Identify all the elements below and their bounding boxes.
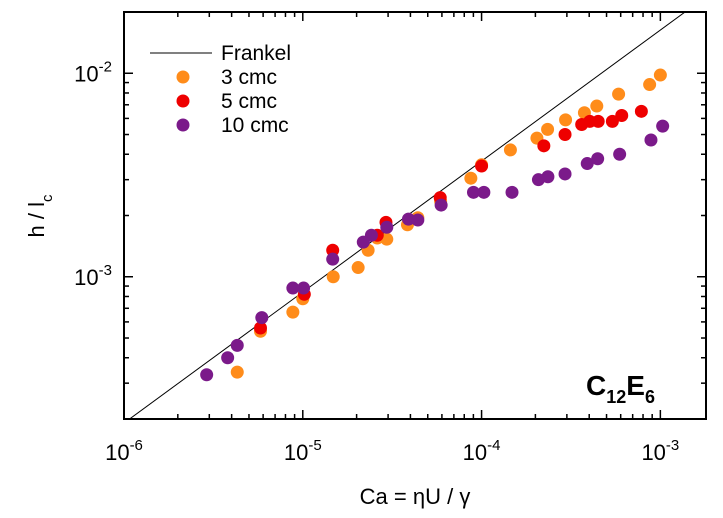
point-10-cmc xyxy=(326,252,340,266)
y-tick-label: 10-2 xyxy=(74,58,112,86)
legend-swatch-point xyxy=(176,70,190,84)
legend-swatch-point xyxy=(176,94,190,108)
point-3-cmc xyxy=(230,365,244,379)
y-axis-title: h / lc xyxy=(24,194,56,237)
point-5-cmc xyxy=(558,128,572,142)
point-10-cmc xyxy=(591,152,605,166)
x-tick-label: 10-4 xyxy=(463,437,501,465)
point-5-cmc xyxy=(475,159,489,173)
x-tick-label: 10-5 xyxy=(284,437,322,465)
y-axis-title-main: h / l xyxy=(24,202,49,237)
legend-label: 10 cmc xyxy=(221,114,289,137)
surfactant-annotation: C12E6 xyxy=(586,370,655,407)
points-layer xyxy=(200,68,670,382)
x-tick-label: 10-3 xyxy=(641,437,679,465)
point-3-cmc xyxy=(590,99,604,113)
point-5-cmc xyxy=(591,114,605,128)
point-10-cmc xyxy=(613,147,627,161)
point-3-cmc xyxy=(541,122,555,136)
point-10-cmc xyxy=(505,185,519,199)
point-10-cmc xyxy=(644,133,658,147)
point-10-cmc xyxy=(541,170,555,184)
point-3-cmc xyxy=(653,68,667,82)
point-3-cmc xyxy=(643,78,657,92)
point-10-cmc xyxy=(477,185,491,199)
point-5-cmc xyxy=(326,243,340,257)
point-10-cmc xyxy=(401,212,415,226)
point-3-cmc xyxy=(503,143,517,157)
point-10-cmc xyxy=(466,185,480,199)
point-3-cmc xyxy=(559,113,573,127)
x-axis-title: Ca = ηU / γ xyxy=(360,484,471,509)
point-10-cmc xyxy=(380,220,394,234)
point-10-cmc xyxy=(200,368,214,382)
point-10-cmc xyxy=(230,338,244,352)
y-tick-label: 10-3 xyxy=(74,262,112,290)
point-10-cmc xyxy=(656,119,670,133)
legend-label: 5 cmc xyxy=(221,90,277,113)
legend-label: Frankel xyxy=(221,42,291,65)
point-3-cmc xyxy=(326,270,340,284)
point-5-cmc xyxy=(634,104,648,118)
annotation-sub-6: 6 xyxy=(645,387,655,407)
point-5-cmc xyxy=(615,109,629,123)
point-10-cmc xyxy=(364,228,378,242)
frankel-line-layer xyxy=(128,12,686,419)
point-10-cmc xyxy=(580,157,594,171)
legend-label: 3 cmc xyxy=(221,66,277,89)
point-5-cmc xyxy=(537,139,551,153)
point-10-cmc xyxy=(255,311,269,325)
point-10-cmc xyxy=(434,198,448,212)
point-10-cmc xyxy=(297,281,311,295)
point-10-cmc xyxy=(221,351,235,365)
annotation-e: E xyxy=(626,370,645,401)
frankel-line xyxy=(128,12,686,419)
point-10-cmc xyxy=(411,213,425,227)
point-5-cmc xyxy=(605,114,619,128)
legend-swatch-point xyxy=(176,118,190,132)
svg-text:h / lc: h / lc xyxy=(24,194,56,237)
annotation-c: C xyxy=(586,370,606,401)
point-3-cmc xyxy=(351,261,365,275)
point-3-cmc xyxy=(286,305,300,319)
ticks-layer xyxy=(123,11,706,420)
tick-labels-layer: 10-6 10-5 10-4 10-3 10-3 10-2 xyxy=(74,58,679,465)
point-10-cmc xyxy=(286,281,300,295)
point-5-cmc xyxy=(253,321,267,335)
point-3-cmc xyxy=(612,87,626,101)
point-3-cmc xyxy=(464,171,478,185)
annotation-sub-12: 12 xyxy=(606,387,626,407)
y-axis-title-sub: c xyxy=(39,194,56,202)
x-tick-label: 10-6 xyxy=(105,437,143,465)
point-10-cmc xyxy=(558,167,572,181)
